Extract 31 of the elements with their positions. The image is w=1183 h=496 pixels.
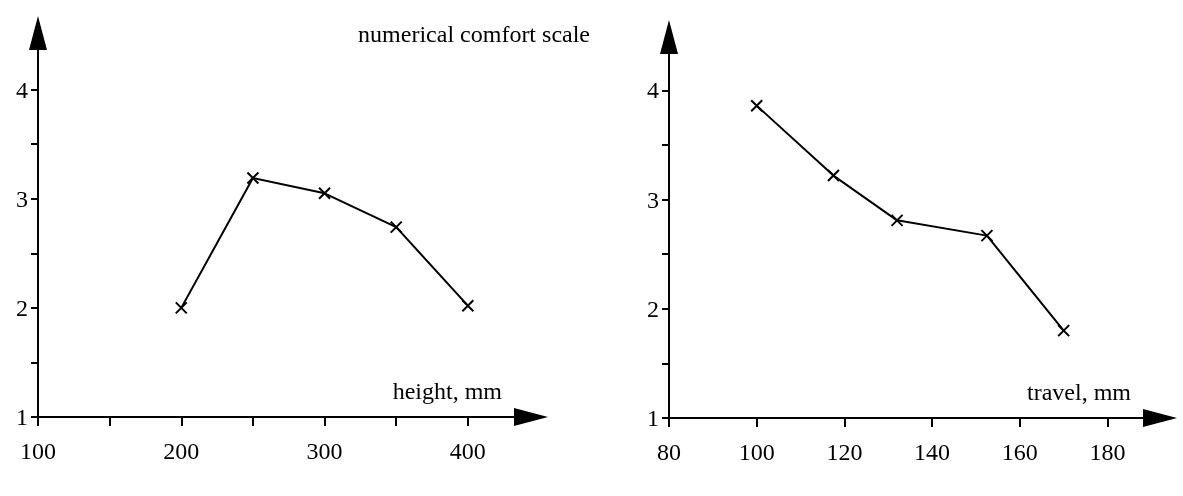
x-tick-label: 140 <box>914 439 951 465</box>
point <box>389 220 403 234</box>
x-tick-label: 160 <box>1001 439 1038 465</box>
point <box>318 186 332 200</box>
y-tick-label: 2 <box>647 295 659 322</box>
x-axis-title: height, mm <box>392 378 503 404</box>
y-axis-title: numerical comfort scale <box>358 21 590 47</box>
point <box>174 301 188 315</box>
point <box>826 169 840 183</box>
y-tick-label: 4 <box>16 76 28 103</box>
y-tick-label: 4 <box>647 77 659 104</box>
y-tick-label: 1 <box>16 404 28 430</box>
point <box>461 299 475 313</box>
x-tick-label: 100 <box>20 438 56 464</box>
x-tick-label: 400 <box>449 438 486 464</box>
y-tick-label: 3 <box>647 186 659 213</box>
x-tick-label: 100 <box>738 439 775 465</box>
y-tick-label: 3 <box>16 185 28 212</box>
point <box>1057 324 1071 338</box>
point <box>750 99 764 113</box>
x-axis-title: travel, mm <box>1027 379 1132 405</box>
point <box>980 229 994 243</box>
point <box>890 213 904 227</box>
x-tick-label: 200 <box>163 438 200 464</box>
x-tick-label: 120 <box>826 439 863 465</box>
y-tick-label: 1 <box>647 405 659 431</box>
x-tick-label: 300 <box>306 438 343 464</box>
x-tick-label: 180 <box>1089 439 1126 465</box>
y-tick-label: 2 <box>16 294 28 321</box>
point <box>246 171 260 185</box>
x-tick-label: 80 <box>657 439 681 465</box>
